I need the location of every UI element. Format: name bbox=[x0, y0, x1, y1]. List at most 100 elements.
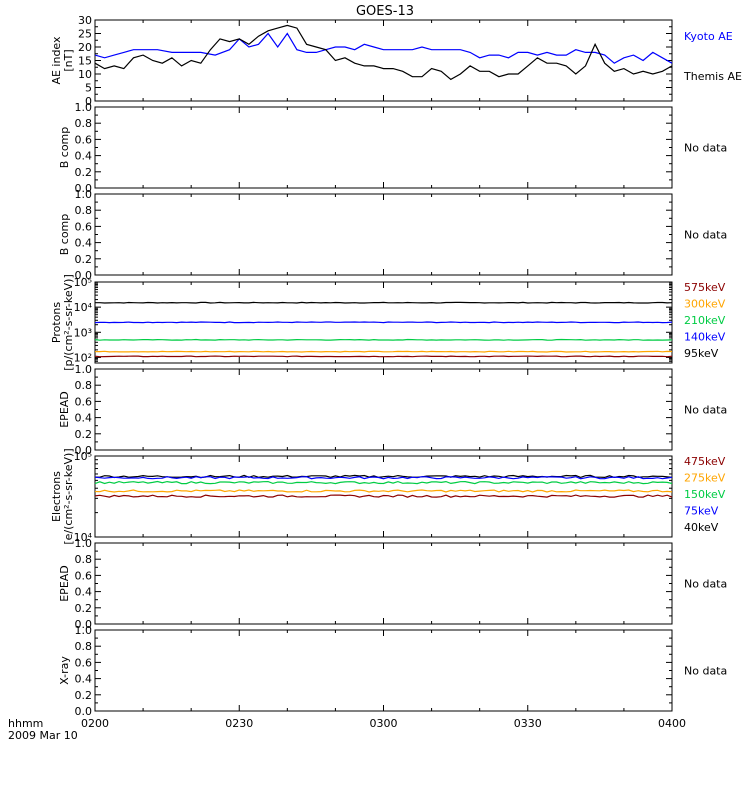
y-tick-label: 0.8 bbox=[75, 379, 93, 392]
panel-xray: 0.0 0.2 0.4 0.6 0.8 1.0 X-ray No data bbox=[58, 624, 727, 718]
panel-protons: 10² 10³ 10⁴ 10⁵ Protons [p/(cm²-s-sr-keV)] 575… bbox=[50, 274, 726, 371]
y-axis-label: Electrons bbox=[50, 471, 63, 522]
y-tick-label: 0.0 bbox=[75, 182, 93, 195]
y-tick-label: 1.0 bbox=[75, 363, 93, 376]
y-tick-label: 20 bbox=[78, 41, 92, 54]
y-tick-label: 10² bbox=[74, 351, 92, 364]
y-tick-label: 30 bbox=[78, 14, 92, 27]
panel-frame bbox=[94, 19, 673, 102]
series-line-140kev bbox=[94, 321, 673, 324]
legend-entry: 575keV bbox=[684, 281, 726, 294]
y-tick-label: 0.4 bbox=[75, 150, 93, 163]
y-tick-label: 0.8 bbox=[75, 640, 93, 653]
series-line-kyoto-ae bbox=[94, 32, 673, 64]
y-axis-label: [e/(cm²-s-sr-keV)] bbox=[62, 448, 75, 544]
y-tick-label: 0.2 bbox=[75, 602, 93, 615]
y-tick-label: 0.2 bbox=[75, 689, 93, 702]
y-tick-label: 0.0 bbox=[75, 618, 93, 631]
series-line-575kev bbox=[94, 355, 673, 358]
figure-title: GOES-13 bbox=[356, 4, 414, 19]
x-tick-label: 0300 bbox=[370, 717, 398, 730]
panel-frame bbox=[94, 193, 673, 276]
legend-entry: 300keV bbox=[684, 298, 726, 311]
time-axis: 0200 0230 0300 0330 0400 bbox=[81, 717, 686, 730]
y-tick-label: 0.4 bbox=[75, 586, 93, 599]
y-axis-label: [p/(cm²-s-sr-keV)] bbox=[62, 274, 75, 371]
legend-entry: 210keV bbox=[684, 314, 726, 327]
panel-frame bbox=[94, 368, 673, 451]
y-axis-label: X-ray bbox=[58, 656, 71, 685]
y-tick-label: 0.0 bbox=[75, 705, 93, 718]
y-tick-label: 0.4 bbox=[75, 673, 93, 686]
panel-epead2: 0.0 0.2 0.4 0.6 0.8 1.0 EPEAD No data bbox=[58, 537, 727, 631]
legend-entry: 40keV bbox=[684, 521, 719, 534]
legend-entry: 150keV bbox=[684, 488, 726, 501]
series-line-210kev bbox=[94, 338, 673, 341]
y-tick-label: 0.6 bbox=[75, 133, 93, 146]
y-tick-label: 1.0 bbox=[75, 624, 93, 637]
series-line-75kev bbox=[94, 476, 673, 480]
y-axis-label: B comp bbox=[58, 127, 71, 169]
time-axis-label: hhmm bbox=[8, 717, 43, 730]
y-axis-label: Protons bbox=[50, 302, 63, 343]
panel-frame bbox=[94, 542, 673, 625]
series-line-themis-ae bbox=[94, 24, 673, 81]
legend-entry: 140keV bbox=[684, 331, 726, 344]
legend-entry: 75keV bbox=[684, 505, 719, 518]
panel-frame bbox=[94, 106, 673, 189]
y-tick-label: 0.4 bbox=[75, 237, 93, 250]
no-data-note: No data bbox=[684, 229, 727, 242]
y-tick-label: 0.8 bbox=[75, 553, 93, 566]
panel-epead1: 0.0 0.2 0.4 0.6 0.8 1.0 EPEAD No data bbox=[58, 363, 727, 457]
no-data-note: No data bbox=[684, 142, 727, 155]
series-line-40kev bbox=[94, 474, 673, 479]
y-tick-label: 10⁴ bbox=[74, 301, 93, 314]
panel-frame bbox=[94, 629, 673, 712]
no-data-note: No data bbox=[684, 665, 727, 678]
x-tick-label: 0330 bbox=[514, 717, 542, 730]
y-tick-label: 25 bbox=[78, 28, 92, 41]
y-tick-label: 0.6 bbox=[75, 656, 93, 669]
y-tick-label: 0.2 bbox=[75, 166, 93, 179]
y-axis-label: [nT] bbox=[62, 49, 75, 71]
y-tick-label: 1.0 bbox=[75, 537, 93, 550]
no-data-note: No data bbox=[684, 404, 727, 417]
series-line-95kev bbox=[95, 301, 673, 304]
y-tick-label: 0.6 bbox=[75, 395, 93, 408]
y-tick-label: 0.2 bbox=[75, 428, 93, 441]
panel-bcomp1: 0.0 0.2 0.4 0.6 0.8 1.0 B comp No data bbox=[58, 101, 727, 195]
series-line-275kev bbox=[94, 489, 673, 493]
series-line-150kev bbox=[94, 480, 673, 485]
no-data-note: No data bbox=[684, 578, 727, 591]
y-tick-label: 10³ bbox=[74, 326, 92, 339]
y-tick-label: 0.8 bbox=[75, 117, 93, 130]
y-tick-label: 0.8 bbox=[75, 204, 93, 217]
legend-entry: 95keV bbox=[684, 347, 719, 360]
y-tick-label: 5 bbox=[85, 82, 92, 95]
panel-bcomp2: 0.0 0.2 0.4 0.6 0.8 1.0 B comp No data bbox=[58, 188, 727, 282]
y-tick-label: 10⁵ bbox=[74, 450, 92, 463]
panel-electrons: 10⁴ 10⁵ Electrons [e/(cm²-s-sr-keV)] 475keV 2… bbox=[50, 448, 726, 544]
y-tick-label: 0.4 bbox=[75, 412, 93, 425]
x-tick-label: 0400 bbox=[658, 717, 686, 730]
y-tick-label: 0.6 bbox=[75, 220, 93, 233]
y-tick-label: 10 bbox=[78, 68, 92, 81]
y-tick-label: 1.0 bbox=[75, 188, 93, 201]
y-axis-label: EPEAD bbox=[58, 565, 71, 602]
series-line-475kev bbox=[94, 494, 673, 498]
x-tick-label: 0200 bbox=[81, 717, 109, 730]
series-line-300kev bbox=[95, 350, 673, 353]
legend-entry: 475keV bbox=[684, 455, 726, 468]
y-axis-label: B comp bbox=[58, 214, 71, 256]
x-tick-label: 0230 bbox=[225, 717, 253, 730]
y-tick-label: 0.0 bbox=[75, 269, 93, 282]
y-tick-label: 1.0 bbox=[75, 101, 93, 114]
y-axis-label: EPEAD bbox=[58, 391, 71, 428]
y-tick-label: 0.2 bbox=[75, 253, 93, 266]
y-tick-label: 15 bbox=[78, 55, 92, 68]
y-tick-label: 10⁴ bbox=[74, 531, 93, 544]
date-label: 2009 Mar 10 bbox=[8, 729, 78, 742]
